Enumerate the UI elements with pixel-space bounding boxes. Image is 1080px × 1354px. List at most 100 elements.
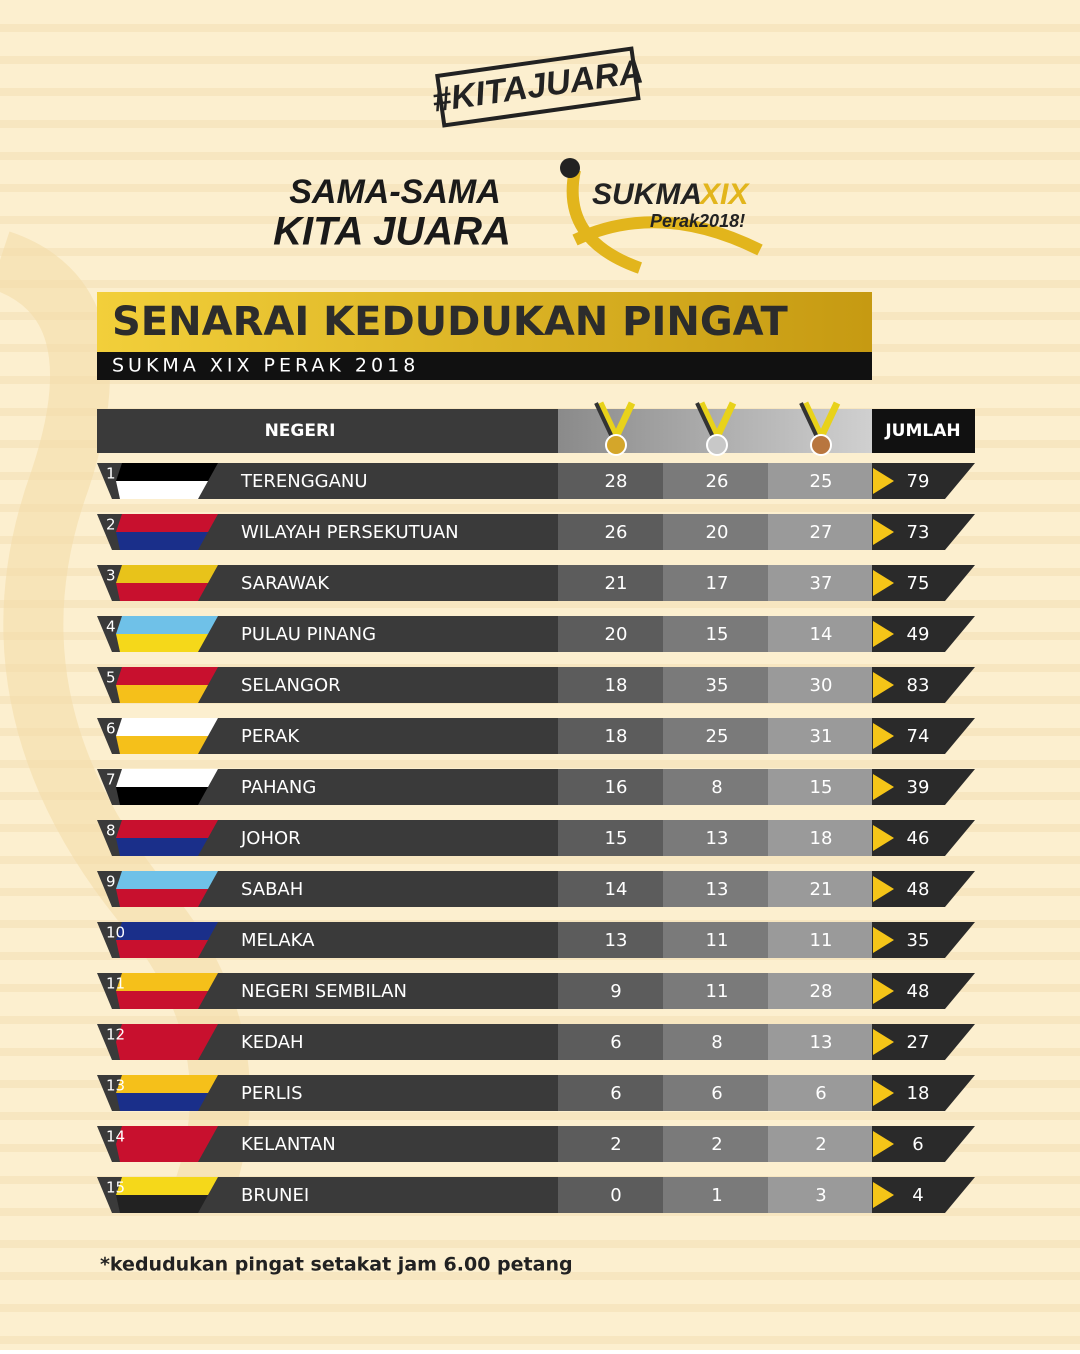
medal-count: 13 xyxy=(706,879,729,900)
medal-count: 37 xyxy=(810,573,833,594)
ribbon xyxy=(695,402,715,438)
cell xyxy=(558,667,663,703)
state: SELANGOR xyxy=(241,675,341,696)
total: 4 xyxy=(912,1185,923,1206)
arrow xyxy=(873,672,894,698)
medal-count: 25 xyxy=(810,471,833,492)
cell xyxy=(558,1024,663,1060)
cell xyxy=(768,463,873,499)
flag xyxy=(116,973,218,991)
total-cell xyxy=(872,1177,975,1213)
rank: 14 xyxy=(106,1128,125,1146)
flag xyxy=(116,940,208,958)
flag xyxy=(116,463,218,481)
arrow xyxy=(873,621,894,647)
medal-icons xyxy=(594,401,841,456)
rank: 3 xyxy=(106,567,116,585)
state: BRUNEI xyxy=(241,1185,309,1206)
medal-count: 27 xyxy=(810,522,833,543)
flag xyxy=(116,769,218,787)
rank: 7 xyxy=(106,771,116,789)
rank: 9 xyxy=(106,873,116,891)
arrow xyxy=(873,519,894,545)
state: SARAWAK xyxy=(241,573,330,594)
medal-count: 2 xyxy=(610,1134,621,1155)
cell xyxy=(558,514,663,550)
total: 74 xyxy=(907,726,930,747)
medal-count: 25 xyxy=(706,726,729,747)
table-rows: 1 TERENGGANU 28 26 25 792 WILAYAH PERSEKUTUAN 2… xyxy=(97,463,975,1213)
total-cell xyxy=(872,667,975,703)
title-band xyxy=(97,292,872,352)
ribbon xyxy=(799,402,819,438)
total-cell xyxy=(872,973,975,1009)
medal xyxy=(810,434,832,456)
medal-count: 6 xyxy=(610,1083,621,1104)
slogan: SAMA-SAMA xyxy=(289,173,501,211)
medal-count: 21 xyxy=(605,573,628,594)
medal-count: 13 xyxy=(810,1032,833,1053)
flag xyxy=(116,1144,208,1162)
flag xyxy=(116,565,218,583)
flag xyxy=(116,1195,208,1213)
rank: 6 xyxy=(106,720,116,738)
rank: 4 xyxy=(106,618,116,636)
cell xyxy=(558,1075,663,1111)
cell xyxy=(558,973,663,1009)
medal-count: 20 xyxy=(605,624,628,645)
cell xyxy=(663,973,768,1009)
cell xyxy=(768,1126,873,1162)
flag xyxy=(116,991,208,1009)
total: 6 xyxy=(912,1134,923,1155)
total: 48 xyxy=(907,981,930,1002)
state: WILAYAH PERSEKUTUAN xyxy=(241,522,459,543)
cell xyxy=(558,871,663,907)
cell xyxy=(663,514,768,550)
medal xyxy=(605,434,627,456)
medal-count: 26 xyxy=(706,471,729,492)
total-cell xyxy=(872,514,975,550)
arrow xyxy=(873,570,894,596)
column-header: JUMLAH xyxy=(884,421,960,441)
arrow xyxy=(873,468,894,494)
cell xyxy=(663,1024,768,1060)
rank: 12 xyxy=(106,1026,125,1044)
cell xyxy=(663,1177,768,1213)
medal-count: 11 xyxy=(706,981,729,1002)
medal-count: 28 xyxy=(605,471,628,492)
cell xyxy=(768,1177,873,1213)
state: SABAH xyxy=(241,879,303,900)
rank: 11 xyxy=(106,975,125,993)
cell xyxy=(558,1177,663,1213)
total: 48 xyxy=(907,879,930,900)
cell xyxy=(663,922,768,958)
total-cell xyxy=(872,718,975,754)
medal-count: 20 xyxy=(706,522,729,543)
medal-count: 11 xyxy=(706,930,729,951)
medal-count: 13 xyxy=(605,930,628,951)
cell xyxy=(663,565,768,601)
arrow xyxy=(873,927,894,953)
arrow xyxy=(873,825,894,851)
slogan: KITA JUARA xyxy=(273,210,511,254)
cell xyxy=(558,463,663,499)
medal-count: 1 xyxy=(711,1185,722,1206)
ribbon xyxy=(594,402,614,438)
state: PAHANG xyxy=(241,777,316,798)
cell xyxy=(768,565,873,601)
flag xyxy=(116,616,218,634)
cell xyxy=(558,616,663,652)
arrow xyxy=(873,1080,894,1106)
cell xyxy=(663,718,768,754)
medal-count: 0 xyxy=(610,1185,621,1206)
cell xyxy=(558,718,663,754)
state: KELANTAN xyxy=(241,1134,336,1155)
flag xyxy=(116,1177,218,1195)
flag xyxy=(116,787,208,805)
medal-count: 30 xyxy=(810,675,833,696)
total: 75 xyxy=(907,573,930,594)
medal-count: 13 xyxy=(706,828,729,849)
flag xyxy=(116,820,218,838)
medal-count: 6 xyxy=(610,1032,621,1053)
